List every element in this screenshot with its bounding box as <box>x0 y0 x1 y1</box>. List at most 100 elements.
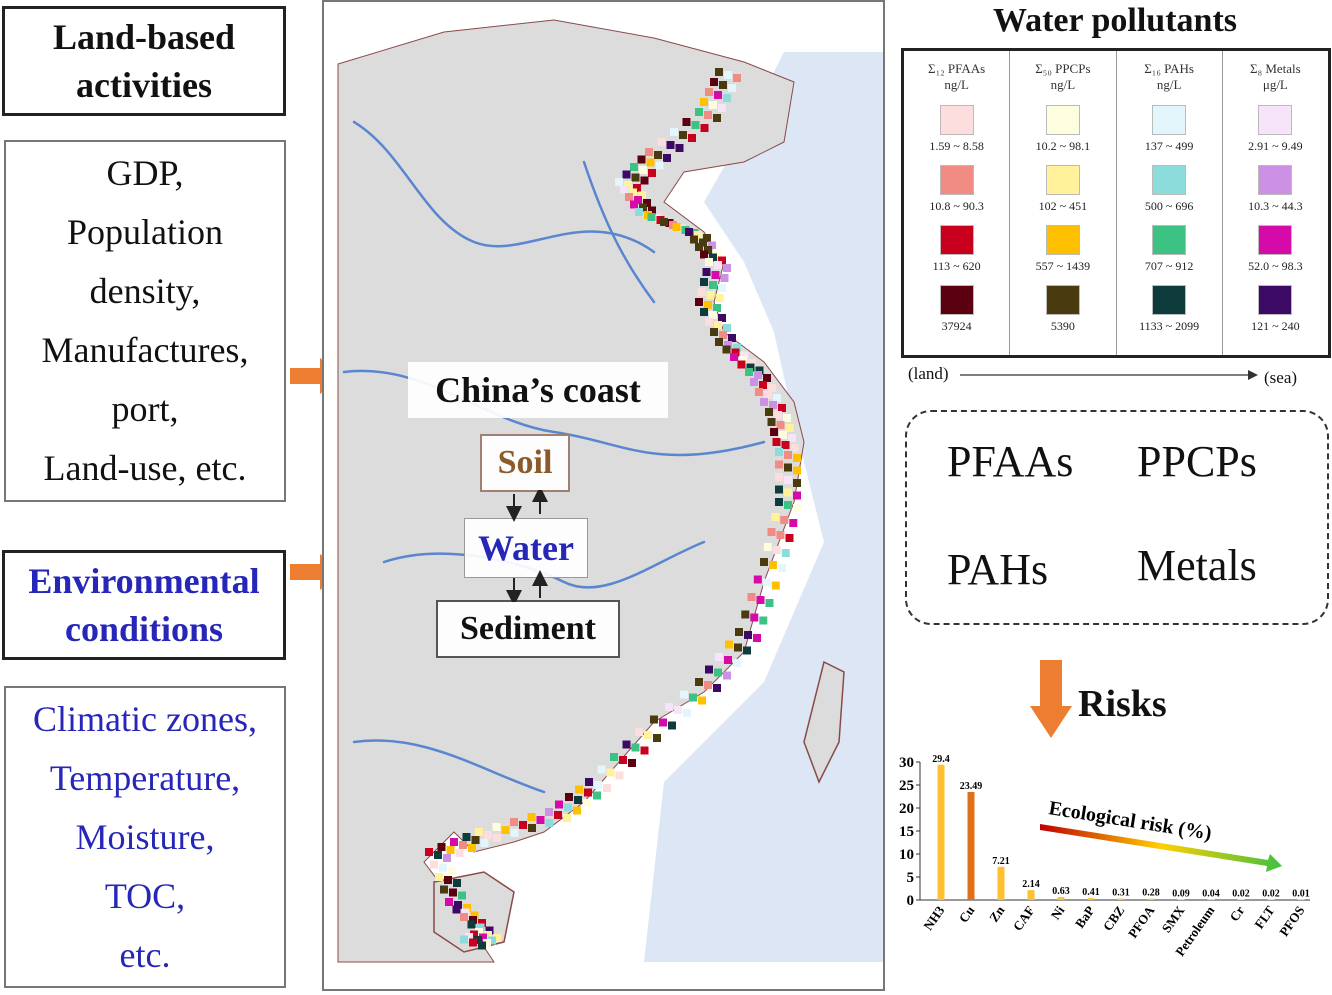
sediment-box: Sediment <box>436 600 620 658</box>
sampling-marker <box>469 916 477 924</box>
legend-range: 5390 <box>1050 319 1075 333</box>
sampling-marker <box>713 684 721 692</box>
sampling-marker <box>718 104 726 112</box>
sampling-marker <box>666 141 675 149</box>
sampling-marker <box>630 163 638 171</box>
bar <box>1237 899 1245 900</box>
legend-item: 557 ~ 1439 <box>1035 217 1091 277</box>
bar <box>1297 899 1305 900</box>
category-label: PFOS <box>1276 903 1307 939</box>
sampling-marker <box>475 828 483 836</box>
sampling-marker <box>444 876 452 884</box>
sampling-marker <box>640 176 649 185</box>
sampling-marker <box>634 196 642 204</box>
legend-range: 557 ~ 1439 <box>1035 259 1091 273</box>
sampling-marker <box>788 434 796 442</box>
sampling-marker <box>695 108 703 116</box>
sampling-marker <box>784 501 792 509</box>
sampling-marker <box>715 68 723 76</box>
pollutant-pahs: PAHs <box>947 545 1049 594</box>
sampling-marker <box>657 138 666 146</box>
sampling-marker <box>639 166 647 174</box>
sampling-marker <box>741 610 750 619</box>
sampling-marker <box>754 371 762 379</box>
sampling-marker <box>793 466 801 475</box>
sampling-marker <box>478 941 486 950</box>
china-coast-map: China’s coast Soil Water Sediment <box>322 0 885 991</box>
sampling-marker <box>573 806 581 815</box>
sampling-marker <box>733 74 741 82</box>
sampling-marker <box>510 829 519 837</box>
sampling-marker <box>719 331 727 339</box>
category-label: FLT <box>1251 903 1277 932</box>
sampling-marker <box>724 656 732 664</box>
bar-value-label: 0.01 <box>1292 888 1310 899</box>
sampling-marker <box>638 191 646 200</box>
sampling-marker <box>555 800 563 809</box>
land-activities-heading: Land-based activities <box>2 6 286 116</box>
sampling-marker <box>449 888 457 897</box>
sampling-marker <box>756 596 765 604</box>
category-label: Ni <box>1048 903 1068 923</box>
sampling-marker <box>470 911 479 920</box>
legend-land-label: (land) <box>908 364 949 383</box>
bar-value-label: 0.63 <box>1052 886 1070 897</box>
sampling-marker <box>723 264 731 272</box>
legend-column-name: Σ₁₂ PFAAs <box>928 61 986 76</box>
sampling-marker <box>493 834 501 842</box>
sampling-marker <box>719 81 727 89</box>
legend-column-unit: ng/L <box>1050 77 1076 92</box>
sampling-marker <box>631 173 640 182</box>
legend-item: 1133 ~ 2099 <box>1139 277 1199 337</box>
sampling-marker <box>545 808 553 816</box>
sampling-marker <box>750 378 758 386</box>
sampling-marker <box>445 898 453 906</box>
sampling-marker <box>594 781 602 789</box>
sampling-marker <box>700 250 708 259</box>
sampling-marker <box>744 631 752 639</box>
sampling-marker <box>691 121 700 129</box>
sampling-marker <box>435 873 443 881</box>
legend-item: 37924 <box>939 277 974 337</box>
sampling-marker <box>635 208 643 216</box>
legend-swatch <box>939 225 974 255</box>
environmental-condition-item: Moisture, <box>75 816 215 857</box>
sampling-marker <box>771 513 780 521</box>
legend-item: 137 ~ 499 <box>1145 97 1193 157</box>
sampling-marker <box>450 838 458 846</box>
sampling-marker <box>700 278 708 286</box>
bar-value-label: 0.31 <box>1112 888 1130 899</box>
legend-column-name: Σ₅₀ PPCPs <box>1035 61 1091 76</box>
bar-value-label: 0.02 <box>1232 888 1250 899</box>
sampling-marker <box>663 154 671 162</box>
legend-item: 102 ~ 451 <box>1038 157 1088 217</box>
legend-swatch <box>1258 165 1293 195</box>
sampling-marker <box>733 344 741 352</box>
bar <box>997 866 1005 900</box>
sampling-marker <box>527 813 536 821</box>
legend-column-header: Σ₁₆ PAHs ng/L <box>1144 61 1194 97</box>
bar <box>1057 897 1065 900</box>
sampling-marker <box>475 928 483 936</box>
y-tick-label: 10 <box>899 847 914 863</box>
sampling-marker <box>448 866 456 875</box>
land-activity-item: density, <box>89 271 201 311</box>
sampling-marker <box>769 401 777 409</box>
sampling-marker <box>793 479 801 487</box>
legend-swatch <box>1152 105 1187 135</box>
pollutant-metals: Metals <box>1137 541 1257 590</box>
sampling-marker <box>720 274 729 282</box>
bar <box>937 764 945 900</box>
sampling-marker <box>675 144 684 152</box>
sampling-marker <box>467 920 476 929</box>
sampling-marker <box>774 411 782 419</box>
sampling-marker <box>771 581 780 590</box>
sampling-marker <box>430 860 438 869</box>
legend-range: 102 ~ 451 <box>1038 199 1088 213</box>
legend-item: 2.91 ~ 9.49 <box>1248 97 1303 157</box>
sampling-marker <box>698 696 706 705</box>
legend-swatch <box>1045 285 1080 315</box>
sampling-marker <box>770 428 778 436</box>
sampling-marker <box>625 193 633 201</box>
sampling-marker <box>784 451 792 459</box>
